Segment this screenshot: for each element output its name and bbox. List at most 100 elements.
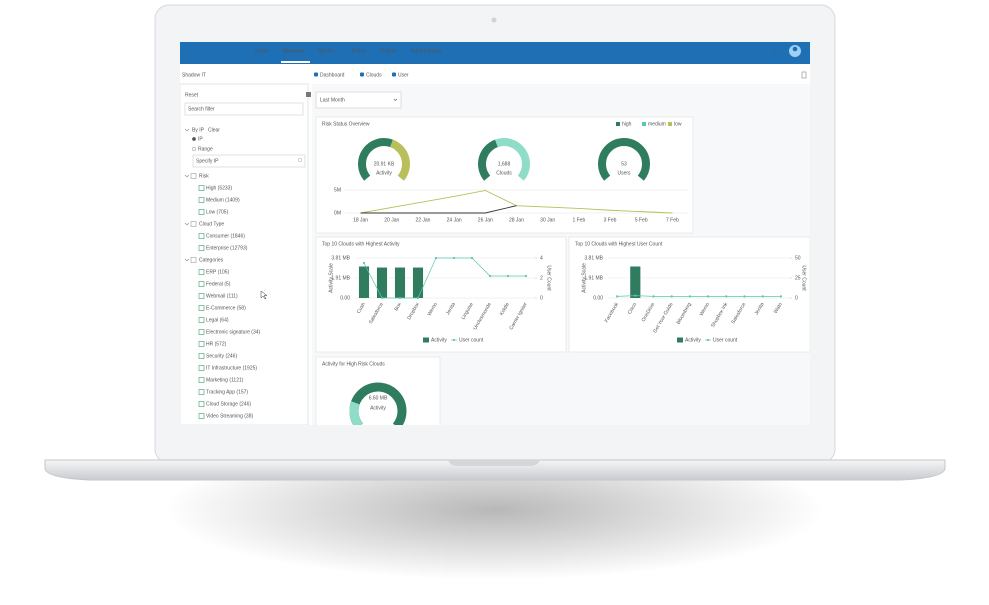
notch — [448, 460, 540, 466]
checkbox[interactable] — [198, 413, 205, 419]
x-tick-label: 1 Feb — [572, 217, 585, 223]
x-tick-label: 3 Feb — [604, 217, 617, 223]
user-point — [616, 295, 619, 298]
checkbox[interactable] — [198, 353, 205, 359]
caret — [184, 174, 190, 178]
y-tick-label: 0M — [334, 210, 341, 216]
checkbox[interactable] — [198, 377, 205, 383]
nav-item[interactable]: Monitor — [318, 48, 335, 54]
ip-placeholder: Specify IP — [196, 158, 219, 164]
filter-item: Federal (5) — [206, 281, 231, 287]
filter-group: Cloud Type — [199, 221, 224, 227]
search-input[interactable] — [184, 102, 304, 116]
legend-label: medium — [648, 121, 666, 127]
period-value: Last Month — [320, 97, 345, 103]
reset-link[interactable]: Reset — [185, 92, 199, 98]
nav-item[interactable]: Home — [255, 48, 269, 54]
checkbox[interactable] — [190, 257, 197, 263]
filter-item: E-Commerce (58) — [206, 305, 246, 311]
nav-active-underline — [281, 61, 310, 63]
radio[interactable] — [191, 146, 197, 152]
filter-item: IT Infrastructure (1925) — [206, 365, 257, 371]
filter-item: Consumer (1846) — [206, 233, 245, 239]
panel-title: Top 10 Clouds with Highest User Count — [575, 241, 663, 247]
checkbox[interactable] — [198, 197, 205, 203]
user-point — [452, 256, 456, 260]
user-point — [434, 256, 438, 260]
gauge-value: 20.91 KB — [374, 161, 395, 167]
panel — [568, 236, 810, 353]
user-point — [634, 294, 637, 297]
x-tick-label: Cisco — [627, 301, 639, 315]
checkbox[interactable] — [198, 281, 205, 287]
legend-swatch — [423, 337, 429, 343]
checkbox[interactable] — [198, 185, 205, 191]
search-placeholder: Search filter — [188, 106, 215, 112]
gauge-value: 1,688 — [498, 161, 511, 167]
user-point — [362, 261, 366, 265]
legend-point — [706, 338, 710, 342]
collapse-button[interactable] — [306, 92, 311, 97]
period-dropdown[interactable] — [315, 91, 402, 109]
legend-label: User count — [713, 337, 738, 343]
x-tick-label: 7 Feb — [666, 217, 679, 223]
y-axis-title: Activity Scale — [328, 263, 334, 293]
nav-item[interactable]: Policy — [352, 48, 366, 54]
y2-tick-label: 0 — [540, 295, 543, 301]
ip-input[interactable] — [192, 154, 306, 168]
caret — [184, 128, 190, 132]
user-point — [761, 295, 764, 298]
checkbox[interactable] — [198, 317, 205, 323]
nav-item[interactable]: Administration — [411, 48, 443, 54]
tab[interactable]: User — [398, 72, 409, 78]
gauge-label: Activity — [376, 170, 392, 176]
x-tick-label: 20 Jan — [384, 217, 399, 223]
bar — [412, 267, 424, 298]
user-point — [398, 296, 402, 300]
x-tick-label: Cush — [356, 301, 367, 314]
user-line — [363, 257, 526, 299]
user-point — [725, 295, 728, 298]
checkbox[interactable] — [198, 365, 205, 371]
x-tick-label: 22 Jan — [415, 217, 430, 223]
panel-title: Top 10 Clouds with Highest Activity — [322, 241, 400, 247]
checkbox[interactable] — [198, 233, 205, 239]
gauge-label: Users — [617, 170, 631, 176]
nav-item[interactable]: Protect — [380, 48, 396, 54]
filter-item: Electronic signature (34) — [206, 329, 261, 335]
export-icon[interactable] — [801, 71, 807, 79]
checkbox[interactable] — [198, 293, 205, 299]
user-point — [380, 296, 384, 300]
legend-swatch — [642, 122, 646, 126]
checkbox[interactable] — [198, 341, 205, 347]
help-button[interactable]: ? — [773, 49, 776, 55]
gauge-arc — [478, 139, 499, 181]
checkbox[interactable] — [198, 209, 205, 215]
panel — [315, 236, 567, 353]
nav-item[interactable]: Discover — [283, 48, 304, 54]
gauge-value: 6.60 MB — [369, 395, 388, 401]
tab[interactable]: Clouds — [366, 72, 382, 78]
gauge-arc — [495, 138, 530, 181]
checkbox[interactable] — [198, 245, 205, 251]
legend-label: Activity — [431, 337, 447, 343]
clear-link[interactable]: Clear — [208, 127, 220, 133]
y2-tick-label: 4 — [540, 255, 543, 261]
checkbox[interactable] — [198, 389, 205, 395]
user-point — [779, 295, 783, 298]
checkbox[interactable] — [198, 305, 205, 311]
user-point — [670, 295, 673, 298]
checkbox[interactable] — [198, 401, 205, 407]
checkbox[interactable] — [198, 329, 205, 335]
y-tick-label: 3.81 MB — [331, 255, 350, 261]
x-tick-label: Box — [393, 301, 403, 312]
radio[interactable] — [191, 136, 197, 142]
tab[interactable]: Dashboard — [320, 72, 345, 78]
user-avatar-head — [792, 46, 798, 52]
y-tick-label: 3.81 MB — [584, 255, 603, 261]
checkbox[interactable] — [198, 269, 205, 275]
app: Home Discover Monitor Policy Protect Administ… — [180, 42, 810, 425]
checkbox[interactable] — [190, 173, 197, 179]
checkbox[interactable] — [190, 221, 197, 227]
